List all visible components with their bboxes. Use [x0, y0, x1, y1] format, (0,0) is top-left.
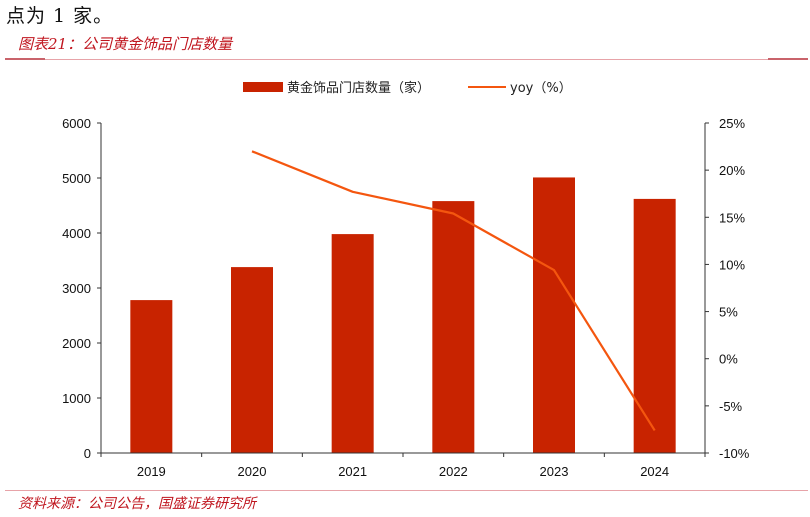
left-tick-label: 2000: [62, 336, 91, 351]
left-tick-label: 5000: [62, 171, 91, 186]
legend-bar-label: 黄金饰品门店数量（家）: [287, 81, 431, 96]
bar-2023: [533, 177, 575, 453]
right-tick-label: 5%: [719, 305, 738, 320]
bar-series: [130, 177, 676, 453]
legend-item-line: yoy（%）: [468, 77, 572, 96]
right-tick-label: 15%: [719, 210, 745, 225]
right-tick-label: 10%: [719, 257, 745, 272]
title-divider: [5, 58, 808, 60]
source-note: 资料来源：公司公告，国盛证券研究所: [18, 496, 256, 512]
x-tick-label: 2022: [439, 464, 468, 479]
left-tick-label: 3000: [62, 281, 91, 296]
left-tick-label: 0: [84, 446, 91, 461]
legend-item-bar: 黄金饰品门店数量（家）: [243, 77, 430, 96]
intro-text: 点为 1 家。: [6, 5, 114, 27]
left-tick-label: 1000: [62, 391, 91, 406]
yoy-line: [251, 150, 656, 431]
bar-2024: [633, 198, 676, 453]
left-tick-label: 6000: [62, 116, 91, 131]
bar-2019: [130, 300, 173, 453]
line-swatch-icon: [468, 85, 506, 88]
right-tick-label: -5%: [719, 399, 743, 414]
right-tick-label: 20%: [719, 163, 745, 178]
figure-title: 图表21：公司黄金饰品门店数量: [18, 35, 233, 53]
bar-2021: [331, 234, 374, 453]
axis-labels: 0 1000 2000 3000 4000 5000 6000 -10% -5% 0% 5% 10% 1…: [62, 116, 750, 479]
right-tick-label: 0%: [719, 352, 738, 367]
legend-line-label: yoy（%）: [510, 81, 572, 96]
source-divider: [5, 490, 808, 491]
left-tick-label: 4000: [62, 226, 91, 241]
x-tick-label: 2019: [137, 464, 166, 479]
x-tick-label: 2024: [640, 464, 669, 479]
x-tick-label: 2020: [238, 464, 267, 479]
right-tick-label: 25%: [719, 116, 745, 131]
axes: [97, 122, 709, 457]
right-tick-label: -10%: [719, 446, 750, 461]
x-tick-label: 2023: [540, 464, 569, 479]
x-tick-label: 2021: [338, 464, 367, 479]
bar-swatch-icon: [243, 81, 283, 92]
bar-2020: [231, 267, 273, 453]
bar-2022: [432, 201, 475, 453]
